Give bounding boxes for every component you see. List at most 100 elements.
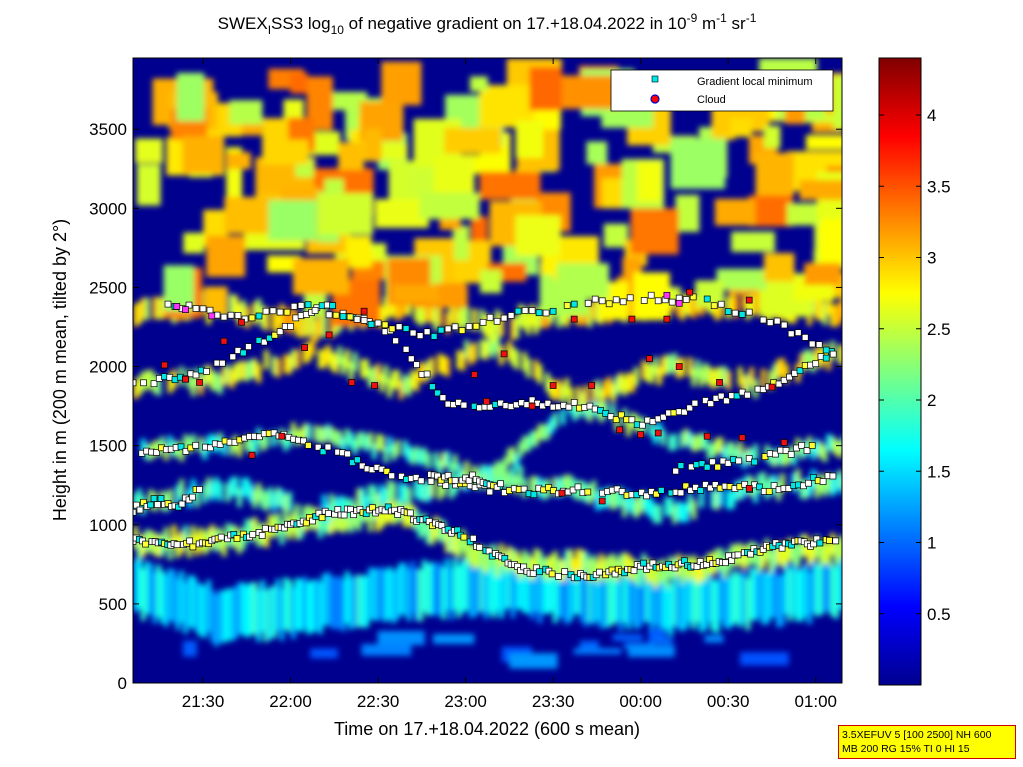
heatmap-cell: [587, 305, 593, 328]
heatmap-cell: [133, 560, 138, 613]
heatmap-cell: [807, 349, 812, 369]
heatmap-cell: [348, 361, 354, 381]
gradient-minimum-point: [544, 399, 552, 407]
heatmap-cell: [479, 85, 537, 128]
heatmap-cell: [337, 576, 343, 629]
heatmap-cell: [733, 296, 739, 319]
heatmap-cell: [267, 487, 273, 507]
gradient-minimum-point: [682, 482, 690, 490]
heatmap-cell: [780, 545, 785, 568]
heatmap-cell: [629, 373, 635, 393]
heatmap-cell: [375, 568, 381, 621]
heatmap-cell: [573, 648, 622, 655]
colorbar-tick-label: 3: [927, 249, 936, 268]
gradient-minimum-point: [530, 491, 538, 498]
heatmap-cell: [375, 509, 381, 532]
cloud-point: [360, 307, 368, 315]
heatmap-cell: [695, 359, 701, 379]
heatmap-cell: [271, 492, 277, 512]
gradient-minimum-point: [283, 308, 291, 316]
heatmap-cell: [741, 375, 747, 395]
heatmap-cell: [367, 567, 373, 620]
heatmap-cell: [763, 253, 795, 282]
heatmap-cell: [833, 304, 839, 327]
heatmap-cell: [194, 580, 200, 633]
heatmap-cell: [406, 568, 412, 621]
gradient-minimum-point: [290, 302, 298, 310]
heatmap-cell: [418, 449, 423, 466]
heatmap-cell: [167, 568, 173, 621]
heatmap-cell: [652, 572, 658, 626]
heatmap-cell: [441, 355, 447, 375]
heatmap-cell: [491, 338, 497, 358]
gradient-minimum-point: [677, 489, 685, 497]
heatmap-cell: [726, 577, 732, 630]
heatmap-cell: [670, 138, 726, 189]
heatmap-cell: [637, 564, 643, 587]
gradient-minimum-point: [434, 389, 441, 397]
heatmap-cell: [579, 640, 599, 651]
cloud-point: [745, 485, 753, 492]
gradient-minimum-point: [640, 559, 647, 567]
heatmap-cell: [402, 563, 408, 616]
heatmap-cell: [518, 304, 524, 327]
gradient-minimum-point: [469, 471, 476, 479]
heatmap-cell: [749, 292, 755, 315]
heatmap-cell: [741, 571, 747, 624]
heatmap-cell: [548, 554, 554, 578]
heatmap-cell: [699, 558, 705, 581]
gradient-minimum-point: [486, 488, 494, 496]
heatmap-cell: [760, 572, 766, 625]
gradient-minimum-point: [561, 568, 569, 575]
gradient-minimum-point: [542, 309, 550, 317]
cloud-point-magenta: [675, 299, 683, 307]
heatmap-cell: [699, 580, 705, 633]
heatmap-cell: [445, 451, 450, 467]
cloud-point-magenta: [182, 306, 189, 313]
gradient-minimum-point: [192, 441, 200, 449]
heatmap-cell: [206, 477, 212, 497]
gradient-minimum-point: [756, 483, 763, 491]
heatmap-cell: [787, 568, 793, 621]
heatmap-cell: [471, 565, 477, 618]
heatmap-cell: [379, 305, 385, 329]
heatmap-cell: [263, 589, 269, 642]
heatmap-cell: [225, 482, 231, 502]
heatmap-cell: [317, 581, 323, 634]
gradient-minimum-point: [731, 309, 739, 317]
heatmap-cell: [822, 302, 828, 325]
heatmap-cell: [575, 481, 581, 501]
gradient-minimum-point: [639, 421, 646, 429]
heatmap-cell: [367, 368, 373, 388]
heatmap-cell: [217, 482, 223, 501]
heatmap-cell: [691, 296, 697, 319]
heatmap-cell: [437, 480, 443, 500]
heatmap-cell: [268, 200, 317, 241]
heatmap-cell: [837, 344, 842, 364]
heatmap-cell: [579, 570, 585, 623]
heatmap-cell: [406, 445, 412, 462]
gradient-minimum-point: [133, 379, 137, 387]
heatmap-cell: [160, 297, 165, 320]
heatmap-cell: [410, 561, 416, 614]
heatmap-cell: [515, 215, 561, 257]
heatmap-cell: [822, 540, 828, 563]
heatmap-cell: [383, 570, 389, 623]
heatmap-cell: [819, 216, 842, 263]
heatmap-cell: [731, 231, 775, 252]
heatmap-cell: [252, 438, 258, 455]
heatmap-cell: [660, 429, 666, 446]
heatmap-cell: [541, 424, 547, 441]
heatmap-cell: [548, 559, 554, 612]
cloud-point: [616, 426, 624, 434]
legend-cloud-marker: [650, 94, 660, 104]
gradient-minimum-point: [406, 509, 414, 517]
cloud-point-magenta: [663, 291, 671, 299]
heatmap-cell: [144, 529, 150, 552]
heatmap-cell: [675, 194, 700, 232]
heatmap-cell: [498, 462, 504, 478]
legend-label-minimum: Gradient local minimum: [697, 76, 813, 88]
heatmap-cell: [148, 563, 154, 616]
heatmap-cell: [190, 525, 196, 548]
heatmap-cell: [714, 438, 720, 454]
